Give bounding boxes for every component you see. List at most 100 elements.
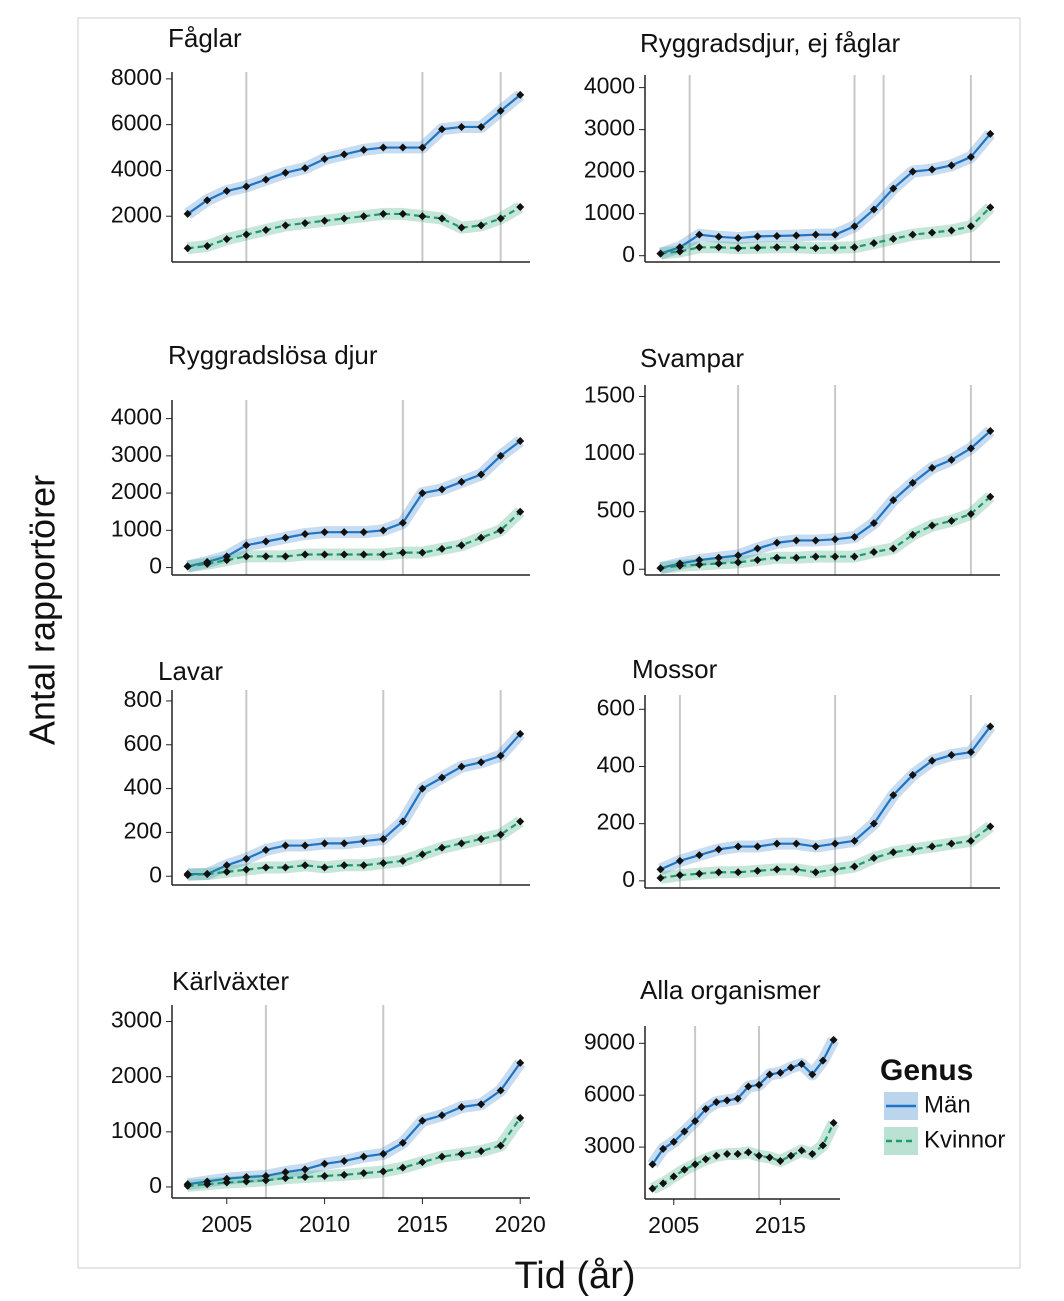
series-band bbox=[659, 426, 995, 574]
data-point bbox=[496, 1086, 505, 1095]
data-point bbox=[222, 1178, 231, 1187]
y-tick-label: 0 bbox=[622, 554, 635, 580]
data-point bbox=[242, 541, 251, 550]
data-point bbox=[418, 143, 427, 152]
y-tick-label: 400 bbox=[124, 774, 162, 800]
data-point bbox=[850, 862, 859, 871]
data-point bbox=[734, 244, 743, 253]
legend-label: Kvinnor bbox=[924, 1126, 1005, 1153]
y-tick-label: 200 bbox=[124, 817, 162, 843]
y-tick-label: 1000 bbox=[584, 439, 635, 465]
data-point bbox=[772, 538, 781, 547]
series-band bbox=[186, 1059, 526, 1191]
data-point bbox=[712, 1098, 721, 1107]
data-point bbox=[792, 865, 801, 874]
data-point bbox=[695, 560, 704, 569]
y-tick-label: 0 bbox=[149, 1172, 162, 1198]
data-point bbox=[183, 209, 192, 218]
data-point bbox=[714, 553, 723, 562]
data-point bbox=[656, 564, 665, 573]
data-point bbox=[889, 544, 898, 553]
data-point bbox=[811, 552, 820, 561]
data-point bbox=[831, 230, 840, 239]
data-point bbox=[437, 773, 446, 782]
data-point bbox=[753, 842, 762, 851]
data-point bbox=[418, 548, 427, 557]
data-point bbox=[516, 203, 525, 212]
data-point bbox=[359, 550, 368, 559]
data-point bbox=[831, 243, 840, 252]
data-point bbox=[908, 230, 917, 239]
data-point bbox=[183, 1181, 192, 1190]
data-point bbox=[714, 559, 723, 568]
data-point bbox=[986, 722, 995, 731]
data-point bbox=[831, 535, 840, 544]
series-line bbox=[651, 1039, 835, 1166]
data-point bbox=[966, 836, 975, 845]
data-point bbox=[261, 537, 270, 546]
data-point bbox=[797, 1060, 806, 1069]
series-line bbox=[660, 430, 992, 570]
data-point bbox=[850, 222, 859, 231]
data-point bbox=[928, 521, 937, 530]
data-point bbox=[695, 556, 704, 565]
data-point bbox=[340, 839, 349, 848]
data-point bbox=[695, 243, 704, 252]
data-point bbox=[477, 470, 486, 479]
data-point bbox=[753, 232, 762, 241]
data-point bbox=[947, 226, 956, 235]
panel-title: Svampar bbox=[640, 343, 744, 373]
data-point bbox=[701, 1155, 710, 1164]
data-point bbox=[340, 550, 349, 559]
data-point bbox=[753, 866, 762, 875]
legend-label: Män bbox=[924, 1091, 971, 1118]
data-point bbox=[792, 243, 801, 252]
data-point bbox=[418, 1158, 427, 1167]
data-point bbox=[203, 1180, 212, 1189]
data-point bbox=[379, 550, 388, 559]
y-tick-label: 200 bbox=[597, 809, 635, 835]
x-tick-label: 2005 bbox=[201, 1211, 252, 1237]
data-point bbox=[850, 552, 859, 561]
data-point bbox=[656, 873, 665, 882]
data-point bbox=[986, 129, 995, 138]
data-point bbox=[928, 165, 937, 174]
data-point bbox=[301, 164, 310, 173]
x-axis-label: Tid (år) bbox=[514, 1255, 635, 1297]
y-tick-label: 800 bbox=[124, 686, 162, 712]
data-point bbox=[808, 1150, 817, 1159]
data-point bbox=[889, 184, 898, 193]
data-point bbox=[928, 463, 937, 472]
data-point bbox=[734, 868, 743, 877]
data-point bbox=[457, 839, 466, 848]
data-point bbox=[869, 205, 878, 214]
data-point bbox=[734, 234, 743, 243]
data-point bbox=[477, 533, 486, 542]
legend-title: Genus bbox=[880, 1054, 973, 1087]
data-point bbox=[477, 1147, 486, 1156]
data-point bbox=[516, 507, 525, 516]
data-point bbox=[457, 477, 466, 486]
data-point bbox=[889, 791, 898, 800]
data-point bbox=[850, 533, 859, 541]
data-point bbox=[691, 1160, 700, 1169]
data-point bbox=[908, 478, 917, 487]
data-point bbox=[183, 871, 192, 880]
data-point bbox=[496, 751, 505, 760]
data-point bbox=[714, 243, 723, 252]
data-point bbox=[457, 541, 466, 550]
data-point bbox=[477, 1100, 486, 1109]
data-point bbox=[261, 1171, 270, 1180]
data-point bbox=[477, 221, 486, 230]
data-point bbox=[966, 509, 975, 518]
data-point bbox=[675, 871, 684, 880]
data-point bbox=[753, 556, 762, 565]
data-point bbox=[340, 861, 349, 870]
data-point bbox=[516, 817, 525, 826]
data-point bbox=[359, 837, 368, 846]
data-point bbox=[792, 553, 801, 562]
data-point bbox=[222, 556, 231, 565]
data-point bbox=[811, 536, 820, 545]
data-point bbox=[340, 214, 349, 223]
panel-title: Kärlväxter bbox=[172, 966, 289, 996]
